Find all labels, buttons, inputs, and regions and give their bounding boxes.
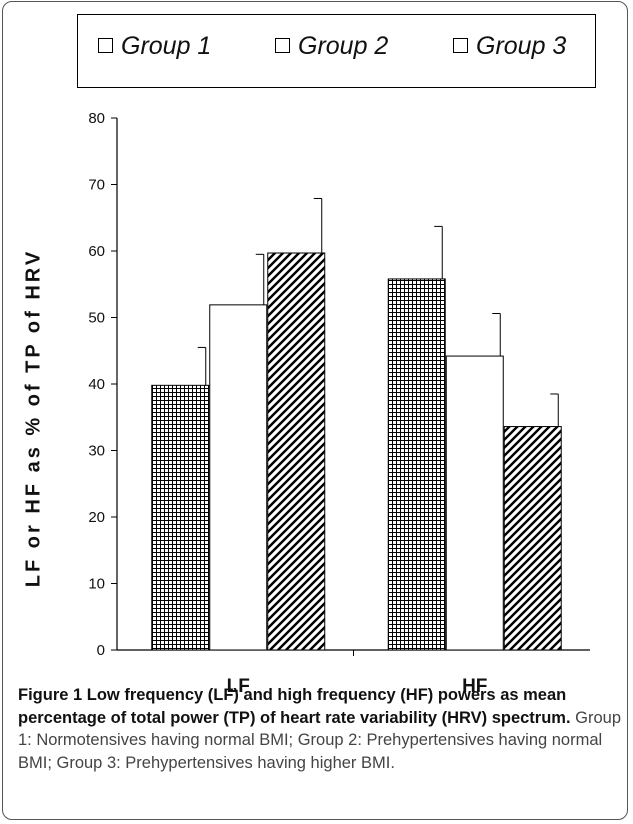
- y-tick-label: 60: [88, 243, 105, 260]
- legend-swatch-group-3: [453, 38, 468, 53]
- legend-label-group-2: Group 2: [298, 32, 389, 60]
- y-tick-label: 80: [88, 110, 105, 127]
- bar-lf-group-3: [267, 252, 326, 651]
- bar-lf-group-1: [151, 384, 210, 651]
- figure-caption: Figure 1 Low frequency (LF) and high fre…: [18, 684, 623, 774]
- bar-lf-group-2: [209, 304, 268, 651]
- bars: [151, 197, 562, 651]
- legend-label-group-3: Group 3: [476, 32, 567, 60]
- bar-hf-group-3: [503, 426, 562, 651]
- y-tick-label: 40: [88, 376, 105, 393]
- legend-item-group-1: Group 1: [98, 32, 211, 61]
- y-tick-label: 30: [88, 443, 105, 460]
- bar-hf-group-2: [445, 355, 504, 651]
- x-tick-label-hf: HF: [462, 676, 487, 697]
- x-tick-label-lf: LF: [227, 676, 250, 697]
- chart-legend: Group 1 Group 2 Group 3: [77, 14, 596, 88]
- y-tick-label: 0: [97, 642, 105, 659]
- y-tick-label: 70: [88, 177, 105, 194]
- legend-item-group-3: Group 3: [453, 32, 566, 61]
- bar-hf-group-1: [387, 278, 446, 651]
- y-tick-label: 20: [88, 509, 105, 526]
- y-tick-label: 10: [88, 576, 105, 593]
- legend-swatch-group-2: [275, 38, 290, 53]
- caption-title: Figure 1 Low frequency (LF) and high fre…: [18, 686, 571, 727]
- y-tick-label: 50: [88, 310, 105, 327]
- legend-swatch-group-1: [98, 38, 113, 53]
- legend-label-group-1: Group 1: [121, 32, 212, 60]
- legend-item-group-2: Group 2: [275, 32, 388, 61]
- caption-body: Group 1: Normotensives having normal BMI…: [18, 708, 622, 772]
